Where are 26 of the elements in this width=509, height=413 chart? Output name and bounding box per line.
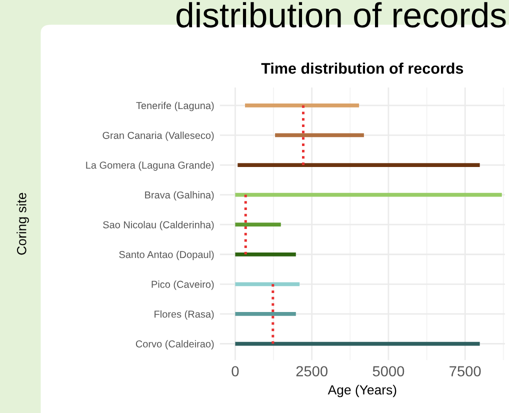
bar	[235, 282, 300, 286]
bar	[235, 222, 281, 227]
y-tick-label: Flores (Rasa)	[154, 310, 214, 320]
y-axis-title: Coring site	[16, 192, 29, 255]
x-tick-label: 5000	[372, 366, 404, 376]
bar	[235, 252, 296, 256]
bar	[235, 192, 502, 197]
bar	[275, 133, 364, 138]
y-tick-label: Brava (Galhina)	[145, 191, 214, 200]
bar	[235, 312, 296, 316]
bar	[238, 163, 480, 167]
y-tick-label: Santo Antao (Dopaul)	[119, 250, 214, 260]
y-tick-label: La Gomera (Laguna Grande)	[86, 161, 214, 171]
text: distribution of records	[176, 2, 506, 28]
bar	[235, 342, 480, 346]
y-tick-label: Tenerife (Laguna)	[136, 102, 214, 112]
x-tick-label: 0	[232, 366, 239, 376]
y-tick-label: Gran Canaria (Valleseco)	[102, 132, 214, 141]
x-tick-label: 7500	[450, 366, 481, 376]
y-tick-label: Corvo (Caldeirao)	[136, 340, 214, 350]
bar	[245, 103, 360, 108]
y-tick-label: Sao Nicolau (Calderinha)	[103, 220, 214, 230]
chart-title: Time distribution of records	[261, 62, 464, 74]
y-tick-label: Pico (Caveiro)	[152, 280, 214, 290]
x-axis-title: Age (Years)	[328, 384, 396, 398]
x-tick-label: 2500	[296, 366, 328, 376]
